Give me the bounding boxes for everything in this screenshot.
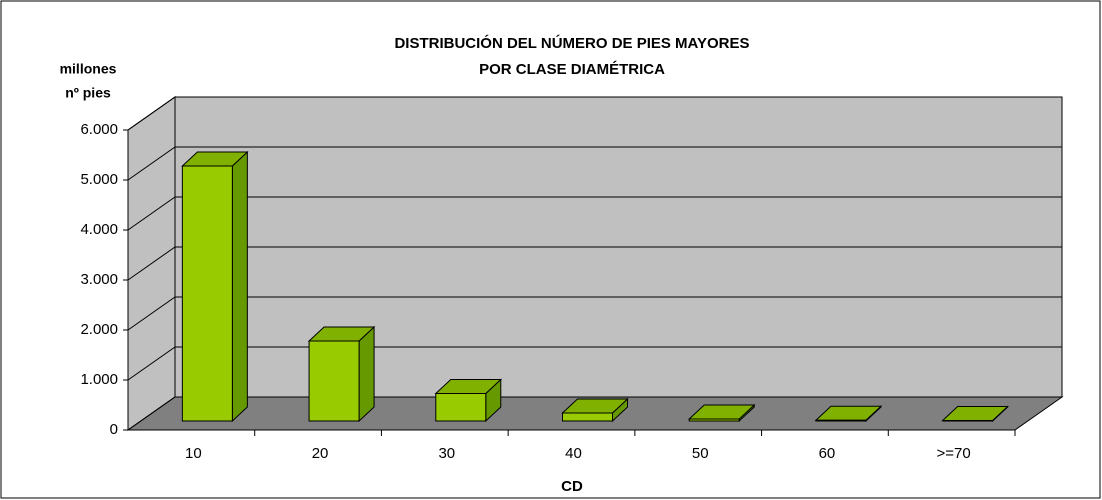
y-tick-label: 3.000 xyxy=(80,271,118,288)
bar xyxy=(941,405,1009,423)
y-tick-label: 2.000 xyxy=(80,321,118,338)
chart-title: POR CLASE DIAMÉTRICA xyxy=(479,61,665,78)
y-tick-label: 6.000 xyxy=(80,121,118,138)
bar-front xyxy=(308,340,360,422)
y-tick-label: 5.000 xyxy=(80,171,118,188)
bar-front xyxy=(435,393,487,422)
y-tick-label: 0 xyxy=(110,421,118,438)
bar xyxy=(814,405,883,423)
bar xyxy=(434,378,503,423)
bar xyxy=(561,397,629,423)
bar xyxy=(307,325,376,423)
bar-front xyxy=(688,418,740,422)
x-tick-label: 10 xyxy=(185,445,202,462)
bar-side xyxy=(358,325,375,423)
grid-line xyxy=(127,146,1062,181)
x-tick-label: 40 xyxy=(565,445,582,462)
grid-line xyxy=(127,396,1062,431)
y-axis-label: nº pies xyxy=(65,85,111,101)
grid-line xyxy=(127,246,1062,281)
bar-front xyxy=(942,420,994,422)
x-tick-label: 50 xyxy=(692,445,709,462)
bar-front xyxy=(815,419,867,422)
x-axis-label: CD xyxy=(561,478,583,495)
bar-side xyxy=(231,150,248,423)
grid-line xyxy=(127,96,1062,131)
x-tick-label: 60 xyxy=(819,445,836,462)
grid-line xyxy=(127,296,1062,331)
grid-line xyxy=(127,196,1062,231)
y-tick-label: 4.000 xyxy=(80,221,118,238)
chart-title: DISTRIBUCIÓN DEL NÚMERO DE PIES MAYORES xyxy=(394,34,749,52)
y-axis-label: millones xyxy=(60,61,117,77)
bar xyxy=(687,403,756,423)
x-tick-label: 30 xyxy=(438,445,455,462)
grid-line xyxy=(127,346,1062,381)
bar-front xyxy=(181,165,233,422)
bar xyxy=(181,150,249,423)
y-tick-label: 1.000 xyxy=(80,371,118,388)
x-tick-label: >=70 xyxy=(937,445,971,462)
x-tick-label: 20 xyxy=(312,445,329,462)
bar-front xyxy=(562,412,613,422)
